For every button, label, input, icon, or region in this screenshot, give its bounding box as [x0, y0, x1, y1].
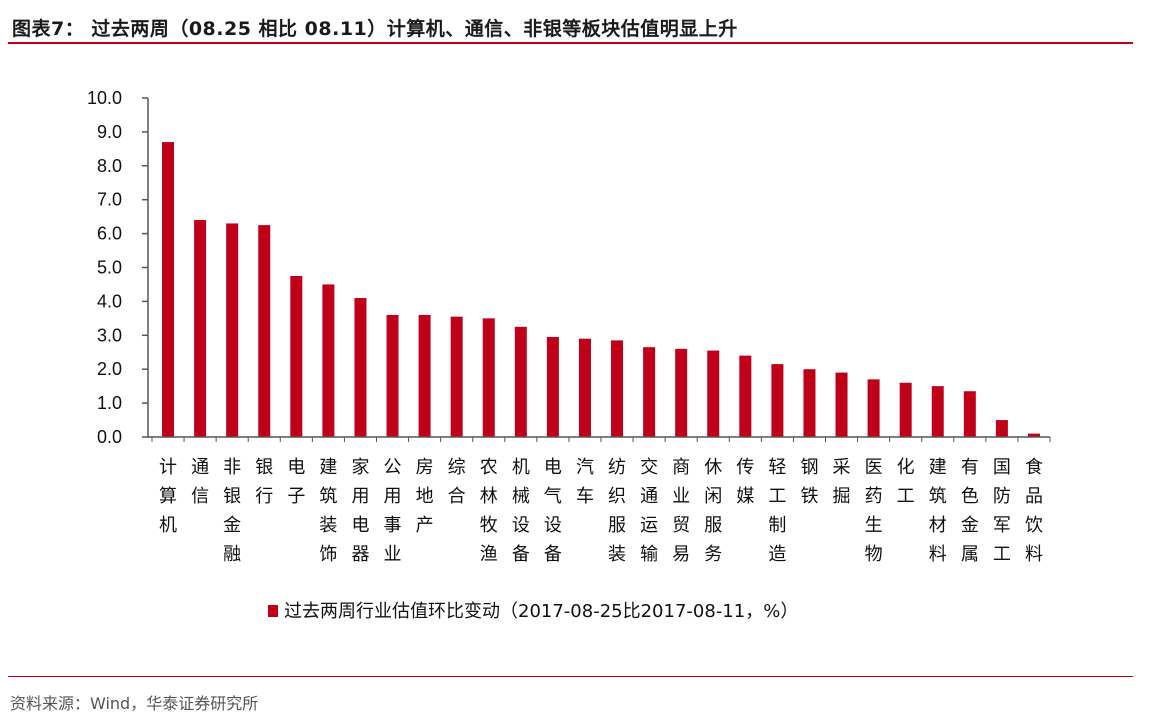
bar	[514, 326, 527, 437]
x-category-label: 家用电器	[351, 457, 369, 565]
legend-swatch	[268, 605, 278, 617]
bar	[963, 391, 976, 437]
bars	[162, 142, 1040, 437]
bar	[931, 386, 944, 437]
x-category-label: 电气设备	[544, 457, 562, 565]
y-tick-label: 4.0	[97, 291, 122, 311]
x-category-label: 电子	[287, 457, 305, 507]
bar	[450, 316, 463, 437]
bar	[867, 379, 880, 437]
y-tick-label: 7.0	[97, 190, 122, 210]
bar	[546, 336, 559, 437]
y-tick-label: 6.0	[97, 224, 122, 244]
x-category-label: 汽车	[576, 457, 594, 507]
x-category-label: 银行	[255, 457, 273, 507]
x-axis: 计算机通信非银金融银行电子建筑装饰家用电器公用事业房地产综合农林牧渔机械设备电气…	[148, 436, 1051, 565]
bar	[1027, 433, 1040, 437]
x-category-label: 国防军工	[993, 457, 1011, 565]
bar	[771, 364, 784, 437]
x-category-label: 食品饮料	[1025, 457, 1043, 565]
bar	[643, 347, 656, 437]
bar	[290, 275, 303, 437]
x-category-label: 有色金属	[961, 457, 979, 565]
x-category-label: 钢铁	[800, 457, 818, 507]
x-category-label: 化工	[897, 457, 915, 507]
bar	[578, 338, 591, 437]
bar	[194, 220, 207, 437]
bar	[995, 420, 1008, 437]
bar	[707, 350, 720, 437]
y-tick-label: 5.0	[97, 258, 122, 278]
y-tick-label: 1.0	[97, 393, 122, 413]
bar-chart: 0.0 1.0 2.0 3.0 4.0 5.0 6.0 7.0 8.0 9.0 10.0 计算机通信…	[87, 88, 1051, 622]
page-title: 图表7： 过去两周（08.25 相比 08.11）计算机、通信、非银等板块估值明…	[12, 18, 738, 40]
y-tick-label: 8.0	[97, 156, 122, 176]
footer-divider	[8, 676, 1133, 677]
legend: 过去两周行业估值环比变动（2017-08-25比2017-08-11，%）	[268, 601, 798, 622]
x-category-label: 纺织服装	[608, 457, 626, 565]
bar	[739, 355, 752, 437]
x-category-label: 非银金融	[223, 457, 241, 565]
x-category-label: 商业贸易	[672, 457, 690, 565]
y-tick-label: 0.0	[97, 427, 122, 447]
bar	[226, 223, 239, 437]
bar	[803, 369, 816, 437]
y-tick-label: 2.0	[97, 359, 122, 379]
x-category-label: 轻工制造	[768, 457, 786, 565]
x-category-label: 交通运输	[640, 457, 658, 565]
bar	[835, 372, 848, 437]
bar	[675, 348, 688, 437]
x-category-label: 采掘	[833, 457, 851, 507]
x-category-label: 传媒	[736, 457, 754, 507]
x-category-label: 公用事业	[384, 457, 402, 565]
source-note: 资料来源：Wind，华泰证券研究所	[10, 694, 259, 713]
bar	[386, 314, 399, 437]
bar	[418, 314, 431, 437]
bar	[611, 340, 624, 437]
x-category-label: 通信	[191, 457, 209, 507]
y-tick-label: 10.0	[87, 88, 122, 108]
x-category-label: 机械设备	[512, 457, 530, 565]
bar	[322, 284, 335, 437]
legend-label: 过去两周行业估值环比变动（2017-08-25比2017-08-11，%）	[284, 601, 798, 622]
x-category-label: 建筑材料	[929, 457, 947, 565]
y-axis: 0.0 1.0 2.0 3.0 4.0 5.0 6.0 7.0 8.0 9.0 10.0	[87, 88, 149, 447]
y-tick-label: 9.0	[97, 122, 122, 142]
x-category-label: 休闲服务	[704, 457, 722, 565]
x-category-label: 房地产	[416, 457, 434, 536]
x-category-label: 医药生物	[865, 457, 883, 565]
y-tick-label: 3.0	[97, 325, 122, 345]
x-category-label: 建筑装饰	[319, 457, 337, 565]
bar	[354, 298, 367, 437]
header: 图表7： 过去两周（08.25 相比 08.11）计算机、通信、非银等板块估值明…	[8, 10, 1133, 44]
bar	[482, 318, 495, 437]
bar	[162, 142, 175, 437]
bar	[899, 382, 912, 437]
x-category-label: 计算机	[159, 457, 177, 536]
x-category-label: 综合	[448, 457, 466, 507]
bar	[258, 225, 271, 437]
x-category-label: 农林牧渔	[480, 457, 498, 565]
